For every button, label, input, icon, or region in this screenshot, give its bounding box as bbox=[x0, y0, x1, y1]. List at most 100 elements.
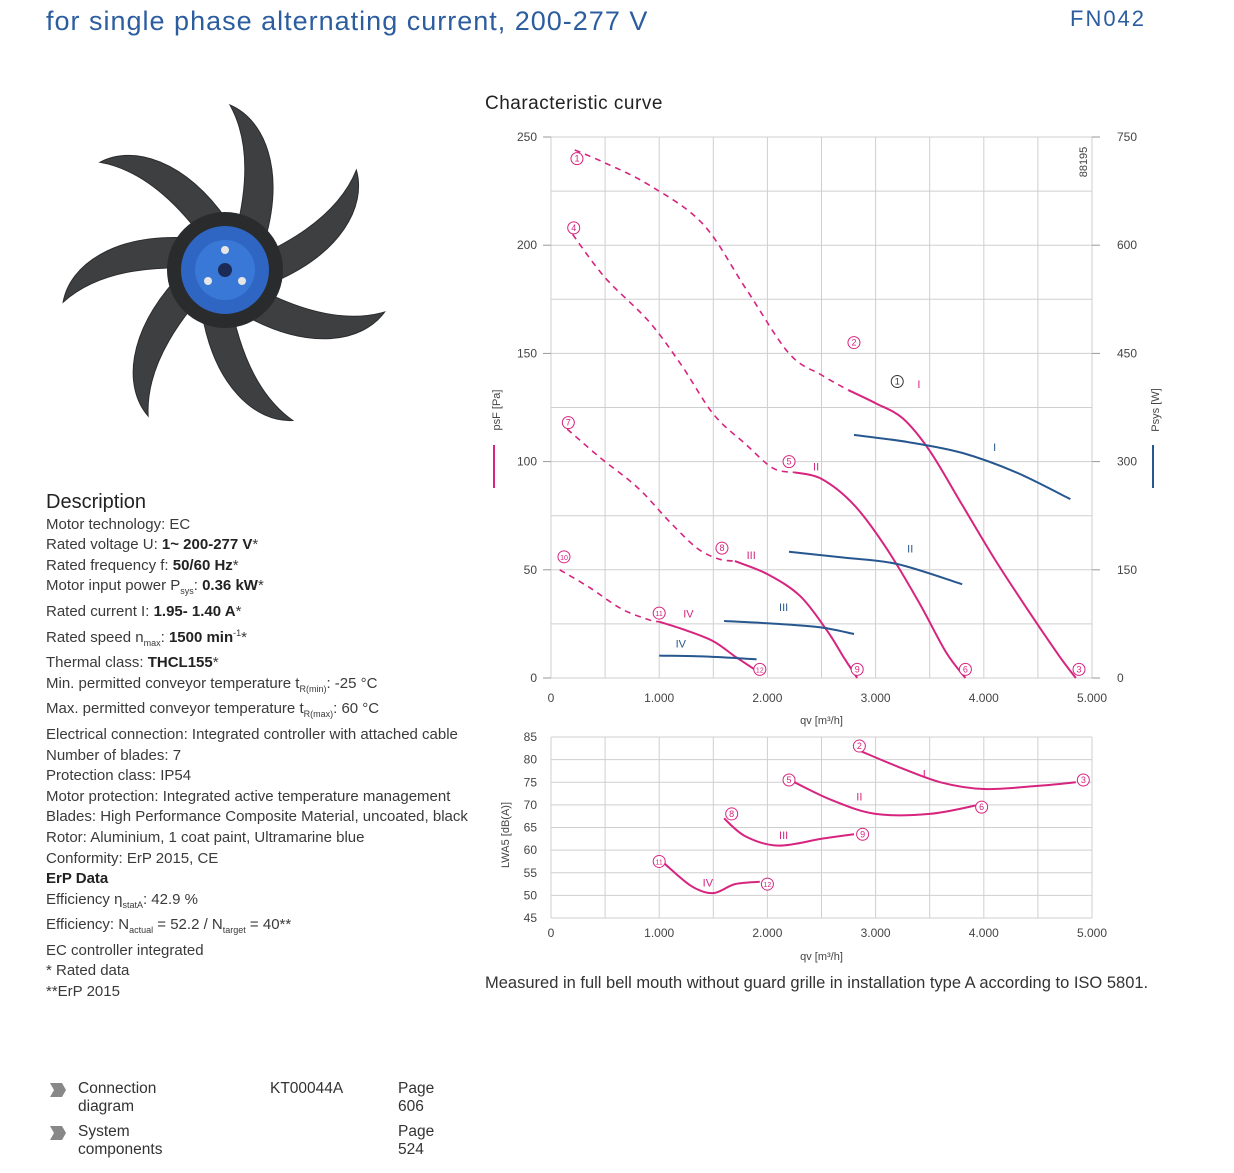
series-label: II bbox=[856, 791, 862, 803]
x-tick-label: 2.000 bbox=[752, 926, 782, 940]
noise-curve-I bbox=[859, 749, 1076, 791]
series-label: III bbox=[779, 830, 788, 842]
pressure-curve-II-dashed bbox=[571, 233, 795, 474]
operating-point-label: 5 bbox=[787, 775, 792, 785]
arrow-icon bbox=[50, 1126, 66, 1140]
description-lines: Motor technology: EC Rated voltage U: 1~ … bbox=[46, 515, 486, 870]
description-line: Number of blades: 7 bbox=[46, 746, 182, 764]
operating-point-marker bbox=[652, 606, 666, 620]
x-tick-label: 0 bbox=[548, 691, 555, 705]
operating-point-marker bbox=[890, 375, 904, 389]
series-label-pressure: II bbox=[813, 461, 819, 473]
x-tick-label: 5.000 bbox=[1077, 691, 1107, 705]
series-label-pressure: III bbox=[747, 550, 756, 562]
operating-point-marker bbox=[561, 416, 575, 430]
y-tick-label-right: 300 bbox=[1117, 455, 1137, 469]
link-page: Page 524 bbox=[398, 1123, 435, 1158]
operating-point-label: 1 bbox=[574, 154, 579, 164]
y-tick-label: 50 bbox=[524, 888, 538, 902]
y-tick-label-left: 200 bbox=[517, 238, 537, 252]
series-label-power: II bbox=[907, 543, 913, 555]
operating-point-marker bbox=[856, 827, 870, 841]
y-tick-label-left: 100 bbox=[517, 455, 537, 469]
operating-point-marker bbox=[1072, 662, 1086, 676]
y-axis-label: LWA5 [dB(A)] bbox=[500, 802, 512, 868]
x-axis-label: qv [m³/h] bbox=[800, 715, 843, 727]
series-label-power: IV bbox=[676, 639, 687, 651]
link-label: Connection diagram bbox=[78, 1080, 157, 1115]
description-line: Rotor: Aluminium, 1 coat paint, Ultramar… bbox=[46, 828, 365, 846]
x-tick-label: 3.000 bbox=[861, 691, 891, 705]
description-section: Description Motor technology: EC Rated vo… bbox=[46, 492, 486, 1003]
description-line: Motor protection: Integrated active temp… bbox=[46, 787, 451, 805]
efficiency-n: Efficiency: Nactual = 52.2 / Ntarget = 4… bbox=[46, 916, 292, 936]
efficiency-eta: Efficiency ηstatA: 42.9 % bbox=[46, 890, 198, 910]
operating-point-label: 9 bbox=[855, 664, 860, 674]
operating-point-label: 12 bbox=[756, 667, 764, 674]
operating-point-marker bbox=[852, 739, 866, 753]
chart-id-code: 88195 bbox=[1078, 147, 1090, 178]
x-tick-label: 3.000 bbox=[861, 926, 891, 940]
y-tick-label-right: 0 bbox=[1117, 671, 1124, 685]
operating-point-marker bbox=[567, 221, 581, 235]
x-axis-label: qv [m³/h] bbox=[800, 951, 843, 963]
description-line: Motor technology: EC bbox=[46, 515, 191, 533]
noise-curve-III bbox=[723, 817, 855, 847]
description-line: Thermal class: THCL155* bbox=[46, 654, 219, 672]
link-page: Page 606 bbox=[398, 1080, 435, 1115]
operating-point-marker bbox=[557, 550, 571, 564]
operating-point-label: 8 bbox=[719, 543, 724, 553]
description-line: Max. permitted conveyor temperature tR(m… bbox=[46, 700, 380, 720]
fan-product-image bbox=[62, 103, 386, 421]
operating-point-label: 3 bbox=[1081, 775, 1086, 785]
x-tick-label: 4.000 bbox=[969, 691, 999, 705]
noise-curve-IV bbox=[663, 862, 760, 895]
operating-point-label: 11 bbox=[656, 859, 663, 866]
pressure-curve-III bbox=[734, 560, 859, 679]
description-line: Protection class: IP54 bbox=[46, 767, 192, 785]
page-title: for single phase alternating current, 20… bbox=[46, 6, 649, 36]
operating-point-label: 6 bbox=[963, 664, 968, 674]
y-tick-label: 55 bbox=[524, 866, 538, 880]
link-code: KT00044A bbox=[270, 1080, 344, 1097]
series-label: IV bbox=[703, 877, 714, 889]
pressure-curve-I-dashed bbox=[574, 149, 849, 391]
operating-point-marker bbox=[975, 800, 989, 814]
y-tick-label-left: 250 bbox=[517, 130, 537, 144]
operating-point-marker bbox=[847, 336, 861, 350]
y-tick-label: 80 bbox=[524, 753, 538, 767]
pressure-curve-IV-dashed bbox=[559, 569, 660, 623]
operating-point-label: 11 bbox=[656, 611, 663, 618]
link-label: System components bbox=[78, 1123, 163, 1158]
pressure-curve-III-dashed bbox=[566, 428, 735, 562]
x-tick-label: 4.000 bbox=[969, 926, 999, 940]
arrow-icon bbox=[50, 1083, 66, 1097]
rated-data-note: * Rated data bbox=[46, 962, 130, 980]
operating-point-label: 1 bbox=[895, 377, 900, 387]
y-tick-label: 60 bbox=[524, 843, 538, 857]
operating-point-marker bbox=[958, 662, 972, 676]
series-label-power: I bbox=[993, 442, 996, 454]
operating-point-marker bbox=[725, 807, 739, 821]
characteristic-curve-chart: 0 1.000 2.000 3.000 4.000 5.00005010015020025… bbox=[491, 130, 1162, 727]
operating-point-marker bbox=[1076, 773, 1090, 787]
y-tick-label: 85 bbox=[524, 730, 538, 744]
noise-curve-II bbox=[794, 781, 979, 817]
x-tick-label: 2.000 bbox=[752, 691, 782, 705]
series-label: I bbox=[923, 769, 926, 781]
operating-point-label: 6 bbox=[979, 802, 984, 812]
operating-point-label: 2 bbox=[851, 338, 856, 348]
description-line: Min. permitted conveyor temperature tR(m… bbox=[46, 674, 378, 694]
operating-point-label: 3 bbox=[1077, 664, 1082, 674]
operating-point-label: 12 bbox=[764, 882, 772, 889]
description-line: Blades: High Performance Composite Mater… bbox=[46, 808, 468, 826]
x-tick-label: 5.000 bbox=[1077, 926, 1107, 940]
x-tick-label: 1.000 bbox=[644, 691, 674, 705]
series-label-pressure: I bbox=[917, 379, 920, 391]
description-line: Motor input power Psys: 0.36 kW* bbox=[46, 577, 264, 597]
operating-point-label: 4 bbox=[571, 223, 576, 233]
description-line: Electrical connection: Integrated contro… bbox=[46, 725, 458, 743]
operating-point-marker bbox=[715, 541, 729, 555]
y-tick-label-right: 450 bbox=[1117, 346, 1137, 360]
operating-point-label: 2 bbox=[857, 741, 862, 751]
